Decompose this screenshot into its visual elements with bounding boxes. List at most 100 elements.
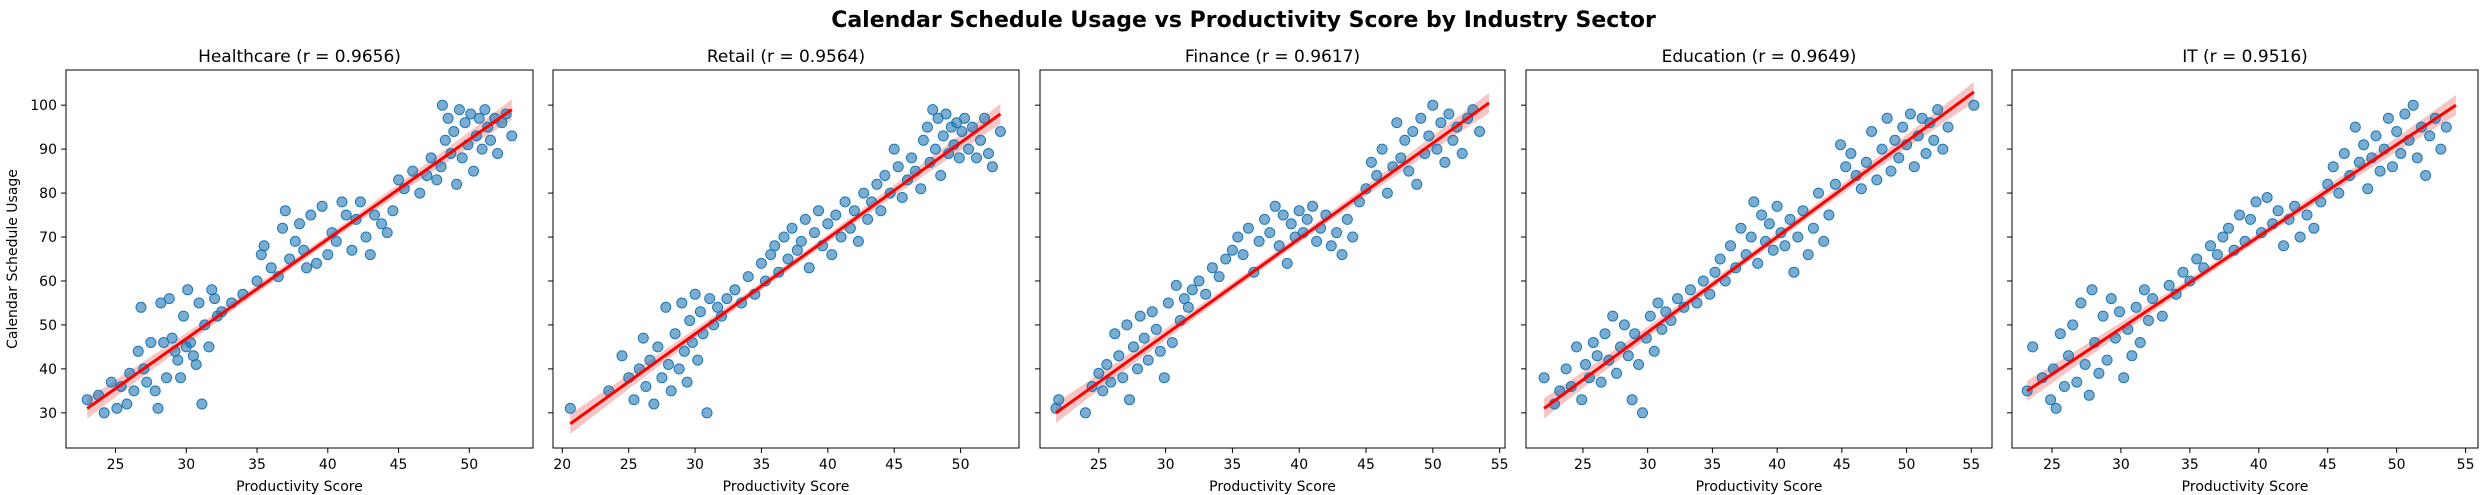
scatter-point — [1725, 240, 1736, 252]
scatter-point — [1341, 213, 1353, 225]
scatter-point — [1714, 253, 1726, 265]
scatter-point — [121, 398, 133, 410]
scatter-point — [336, 196, 348, 208]
y-tick-label: 80 — [39, 186, 57, 202]
scatter-point — [656, 372, 668, 384]
scatter-point — [689, 288, 701, 300]
scatter-point — [681, 376, 693, 388]
scatter-point — [1928, 134, 1940, 146]
scatter-point — [381, 227, 393, 239]
scatter-point — [1767, 244, 1779, 256]
scatter-point — [2083, 389, 2095, 401]
y-tick-label: 100 — [30, 98, 57, 114]
scatter-point — [2333, 187, 2345, 199]
axes-frame — [65, 69, 534, 449]
scatter-point — [451, 178, 463, 190]
panel-5: IT (r = 0.9516) 25 30 35 40 45 50 55 Productivit… — [2007, 47, 2479, 495]
y-tick-label: 70 — [39, 230, 57, 246]
scatter-point — [2079, 359, 2091, 370]
panel-2: Retail (r = 0.9564) 20 25 30 35 40 45 50 Product… — [548, 47, 1020, 495]
scatter-point — [628, 394, 640, 406]
scatter-point — [2301, 209, 2313, 221]
scatter-point — [193, 297, 205, 309]
scatter-point — [1411, 178, 1423, 190]
scatter-point — [791, 244, 803, 256]
x-tick-label: 35 — [1223, 457, 1241, 473]
scatter-point — [616, 350, 628, 362]
scatter-point — [1124, 394, 1135, 406]
scatter-point — [1840, 161, 1852, 173]
scatter-point — [1158, 372, 1170, 384]
plot-area — [564, 103, 1006, 434]
scatter-point — [369, 209, 380, 221]
scatter-point — [1193, 275, 1205, 287]
scatter-point — [1134, 310, 1146, 322]
scatter-point — [660, 301, 672, 313]
scatter-point — [105, 376, 117, 388]
scatter-point — [98, 407, 110, 419]
x-tick-label: 30 — [2112, 457, 2130, 473]
scatter-point — [669, 328, 681, 340]
scatter-point — [803, 262, 815, 274]
scatter-point — [2308, 222, 2320, 234]
scatter-point — [190, 359, 202, 370]
scatter-point — [132, 345, 144, 357]
scatter-point — [2424, 130, 2436, 142]
scatter-point — [1876, 143, 1888, 155]
scatter-point — [1860, 156, 1872, 168]
x-axis-label: Productivity Score — [1209, 479, 1336, 495]
scatter-point — [2163, 279, 2175, 291]
scatter-point — [1407, 126, 1419, 137]
scatter-point — [182, 284, 194, 296]
scatter-point — [1281, 257, 1293, 269]
scatter-point — [175, 372, 187, 384]
scatter-point — [2027, 341, 2039, 353]
scatter-point — [1629, 328, 1641, 340]
scatter-point — [813, 205, 824, 217]
axes-frame — [2011, 69, 2479, 449]
x-tick-label: 25 — [1574, 457, 1592, 473]
scatter-point — [1053, 394, 1065, 406]
scatter-point — [2101, 354, 2113, 366]
scatter-point — [967, 121, 978, 133]
scatter-point — [1232, 231, 1244, 243]
x-tick-label: 40 — [1768, 457, 1786, 473]
axes-frame — [1039, 69, 1506, 449]
scatter-point — [704, 293, 716, 305]
panel-1: Healthcare (r = 0.9656) 25 30 35 40 45 50 30 40 5… — [5, 47, 534, 495]
scatter-point — [1697, 275, 1709, 287]
scatter-point — [166, 332, 178, 344]
scatter-point — [2358, 139, 2370, 151]
scatter-point — [360, 231, 372, 243]
scatter-point — [1802, 249, 1814, 261]
scatter-point — [1538, 372, 1550, 384]
scatter-point — [1942, 121, 1954, 133]
scatter-point — [917, 134, 929, 146]
scatter-point — [2272, 205, 2284, 217]
panel-title: Education (r = 0.9649) — [1662, 47, 1857, 67]
scatter-point — [835, 231, 847, 243]
scatter-point — [265, 262, 277, 274]
x-tick-label: 40 — [319, 457, 337, 473]
scatter-point — [2205, 240, 2216, 252]
scatter-point — [694, 306, 706, 318]
scatter-point — [892, 161, 904, 173]
scatter-point — [875, 205, 887, 217]
scatter-point — [2134, 337, 2146, 348]
scatter-point — [251, 275, 263, 287]
scatter-point — [1932, 104, 1944, 116]
scatter-point — [1893, 152, 1905, 164]
scatter-point — [1213, 271, 1225, 283]
x-tick-label: 55 — [1962, 457, 1980, 473]
x-axis-label: Productivity Score — [723, 479, 850, 495]
scatter-point — [81, 394, 93, 406]
scatter-point — [1779, 240, 1791, 252]
scatter-point — [927, 104, 939, 116]
scatter-point — [1735, 222, 1747, 234]
scatter-point — [1325, 240, 1337, 252]
x-tick-label: 45 — [885, 457, 903, 473]
scatter-point — [1132, 363, 1143, 375]
scatter-point — [2338, 148, 2350, 159]
scatter-point — [2349, 121, 2361, 133]
scatter-point — [2362, 183, 2374, 195]
